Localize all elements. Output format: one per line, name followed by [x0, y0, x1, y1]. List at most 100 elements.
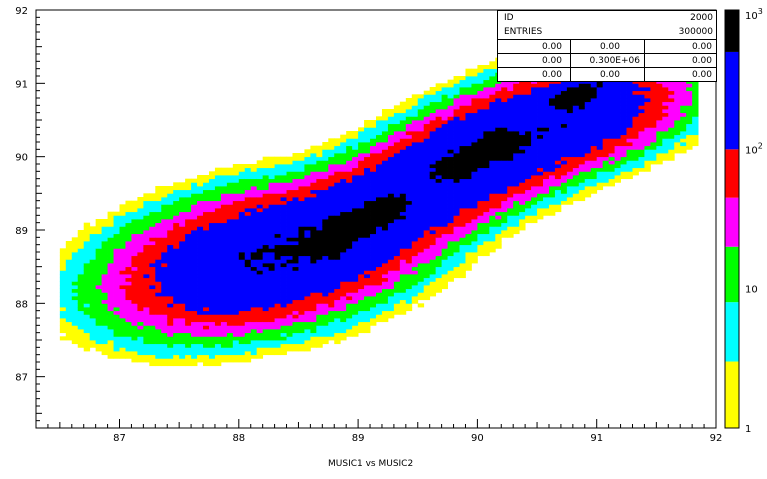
heatmap-cell — [376, 226, 383, 231]
heatmap-cell — [429, 182, 437, 187]
heatmap-cell — [185, 244, 192, 249]
heatmap-cell — [370, 318, 377, 323]
heatmap-cell — [399, 200, 407, 205]
heatmap-cell — [280, 329, 287, 334]
heatmap-cell — [554, 167, 562, 172]
heatmap-cell — [71, 266, 79, 271]
heatmap-cell — [441, 167, 448, 172]
heatmap-cell — [393, 164, 401, 169]
heatmap-cell — [155, 318, 162, 323]
heatmap-cell — [387, 171, 395, 176]
heatmap-cell — [292, 156, 299, 161]
heatmap-cell — [256, 171, 264, 176]
heatmap-cell — [149, 244, 156, 249]
heatmap-cell — [465, 263, 472, 268]
heatmap-cell — [483, 178, 490, 183]
heatmap-cell — [393, 222, 401, 227]
heatmap-cell — [376, 219, 383, 224]
heatmap-cell — [131, 237, 138, 242]
heatmap-cell — [507, 120, 514, 125]
heatmap-cell — [292, 208, 299, 213]
heatmap-cell — [644, 94, 651, 99]
heatmap-cell — [596, 131, 604, 136]
heatmap-cell — [143, 259, 150, 264]
heatmap-cell — [274, 285, 281, 290]
heatmap-cell — [71, 292, 79, 297]
heatmap-cell — [560, 83, 568, 88]
heatmap-cell — [352, 142, 359, 147]
heatmap-cell — [65, 336, 73, 341]
heatmap-cell — [310, 200, 317, 205]
heatmap-cell — [632, 105, 639, 110]
heatmap-cell — [435, 222, 443, 227]
heatmap-cell — [423, 149, 431, 154]
heatmap-cell — [441, 164, 448, 169]
heatmap-cell — [340, 197, 347, 202]
heatmap-cell — [262, 321, 270, 326]
heatmap-cell — [298, 211, 305, 216]
heatmap-cell — [268, 248, 275, 253]
heatmap-cell — [668, 123, 675, 128]
heatmap-cell — [483, 182, 490, 187]
heatmap-cell — [191, 244, 198, 249]
heatmap-cell — [489, 109, 496, 114]
heatmap-cell — [405, 248, 413, 253]
heatmap-cell — [537, 156, 544, 161]
heatmap-cell — [292, 263, 299, 268]
heatmap-cell — [358, 263, 365, 268]
heatmap-cell — [370, 138, 377, 143]
heatmap-cell — [119, 318, 126, 323]
heatmap-cell — [381, 149, 389, 154]
heatmap-cell — [435, 112, 443, 117]
heatmap-cell — [316, 230, 323, 235]
heatmap-cell — [155, 332, 162, 337]
heatmap-cell — [149, 354, 156, 359]
heatmap-cell — [465, 182, 472, 187]
heatmap-cell — [155, 204, 162, 209]
heatmap-cell — [334, 303, 341, 308]
heatmap-cell — [429, 149, 437, 154]
heatmap-cell — [453, 76, 460, 81]
heatmap-cell — [232, 252, 240, 257]
heatmap-cell — [423, 145, 431, 150]
heatmap-cell — [143, 200, 150, 205]
heatmap-cell — [268, 219, 275, 224]
heatmap-cell — [304, 318, 311, 323]
heatmap-cell — [268, 347, 275, 352]
heatmap-cell — [537, 186, 544, 191]
heatmap-cell — [441, 134, 448, 139]
heatmap-cell — [292, 325, 299, 330]
heatmap-cell — [489, 153, 496, 158]
heatmap-cell — [334, 299, 341, 304]
heatmap-cell — [614, 178, 621, 183]
heatmap-cell — [310, 189, 317, 194]
heatmap-cell — [298, 255, 305, 260]
heatmap-cell — [220, 175, 228, 180]
heatmap-cell — [232, 230, 240, 235]
heatmap-cell — [513, 189, 520, 194]
heatmap-cell — [292, 321, 299, 326]
heatmap-cell — [131, 241, 138, 246]
heatmap-cell — [417, 131, 425, 136]
heatmap-cell — [364, 230, 371, 235]
heatmap-cell — [185, 325, 192, 330]
heatmap-cell — [262, 252, 270, 257]
heatmap-cell — [179, 259, 186, 264]
heatmap-cell — [250, 230, 258, 235]
heatmap-cell — [399, 230, 407, 235]
heatmap-cell — [220, 332, 228, 337]
heatmap-cell — [650, 131, 657, 136]
heatmap-cell — [274, 318, 281, 323]
heatmap-cell — [280, 226, 287, 231]
heatmap-cell — [584, 193, 592, 198]
heatmap-cell — [423, 134, 431, 139]
heatmap-cell — [560, 101, 568, 106]
heatmap-cell — [322, 263, 329, 268]
heatmap-cell — [232, 219, 240, 224]
heatmap-cell — [65, 241, 73, 246]
heatmap-cell — [226, 310, 234, 315]
heatmap-cell — [417, 226, 425, 231]
heatmap-cell — [250, 281, 258, 286]
heatmap-cell — [208, 288, 216, 293]
heatmap-cell — [268, 160, 275, 165]
